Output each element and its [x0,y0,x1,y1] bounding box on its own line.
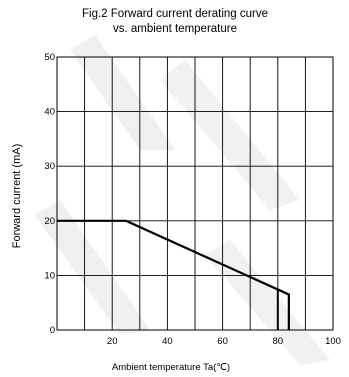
series-group [57,219,290,330]
y-axis-label: Forward current (mA) [11,144,23,249]
y-tick-label-30: 30 [44,161,55,172]
x-tick-label-80: 80 [273,336,284,347]
watermark-decoration [35,35,330,365]
y-tick-label-10: 10 [44,270,55,281]
y-tick-label-50: 50 [44,52,55,63]
x-tick-label-60: 60 [217,336,228,347]
y-tick-label-20: 20 [44,216,55,227]
chart-title-line-2: vs. ambient temperature [113,23,237,35]
x-tick-label-100: 100 [325,336,341,347]
tick-labels: 20 40 60 80 100 0 10 20 30 40 50 [44,52,341,347]
plot-area: 20 40 60 80 100 0 10 20 30 40 50 [44,52,341,347]
y-tick-label-40: 40 [44,107,55,118]
x-tick-label-20: 20 [107,336,118,347]
y-tick-label-0: 0 [50,325,55,336]
derating-curve-line [57,219,290,330]
grid-lines [57,57,333,330]
chart-title-line-1: Fig.2 Forward current derating curve [82,8,268,20]
x-axis-label: Ambient temperature Ta(℃) [112,362,230,373]
x-tick-label-40: 40 [162,336,173,347]
